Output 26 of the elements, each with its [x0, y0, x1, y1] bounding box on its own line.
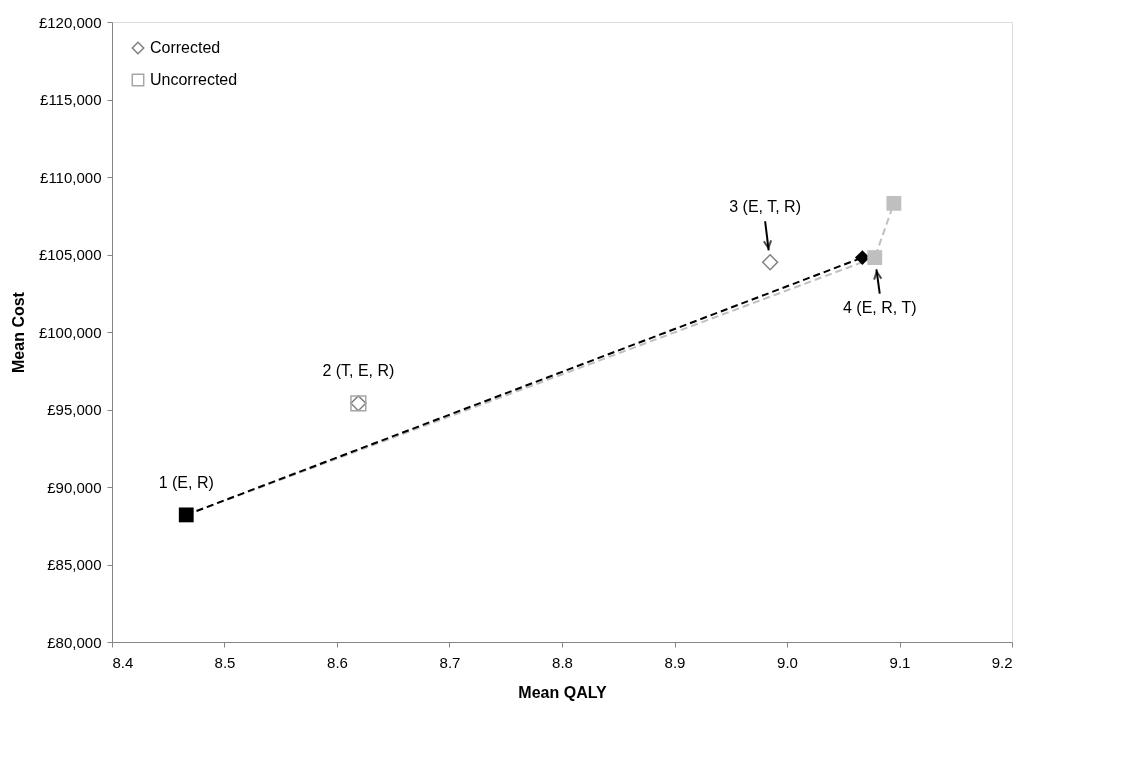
x-tick-label: 8.5	[214, 653, 236, 671]
annotation: 4 (E, R, T)	[843, 298, 917, 316]
y-tick-label: £120,000	[38, 13, 102, 31]
y-tick-label: £115,000	[40, 91, 102, 108]
x-tick-label: 8.9	[664, 653, 686, 671]
y-tick-label: £80,000	[47, 633, 102, 651]
x-tick-label: 8.8	[552, 653, 573, 671]
annotation: 2 (T, E, R)	[322, 362, 395, 380]
y-tick-label: £100,000	[38, 323, 102, 341]
annotation: 3 (E, T, R)	[729, 198, 801, 216]
x-tick-label: 8.4	[112, 653, 134, 671]
y-tick-label: £90,000	[47, 478, 102, 496]
legend-label: Corrected	[150, 39, 221, 56]
y-axis-title: Mean Cost	[9, 291, 27, 373]
y-tick-label: £85,000	[47, 556, 102, 573]
x-axis-title: Mean QALY	[518, 683, 607, 701]
legend-label: Uncorrected	[150, 71, 238, 88]
y-tick-label: £95,000	[47, 401, 102, 418]
x-tick-label: 9.1	[889, 653, 911, 671]
y-tick-label: £105,000	[38, 246, 102, 263]
y-tick-label: £110,000	[40, 168, 102, 186]
x-tick-label: 8.6	[327, 653, 348, 671]
x-tick-label: 8.7	[439, 653, 461, 671]
x-tick-label: 9.2	[991, 653, 1013, 671]
annotation: 1 (E, R)	[158, 473, 214, 491]
x-tick-label: 9.0	[777, 653, 798, 671]
